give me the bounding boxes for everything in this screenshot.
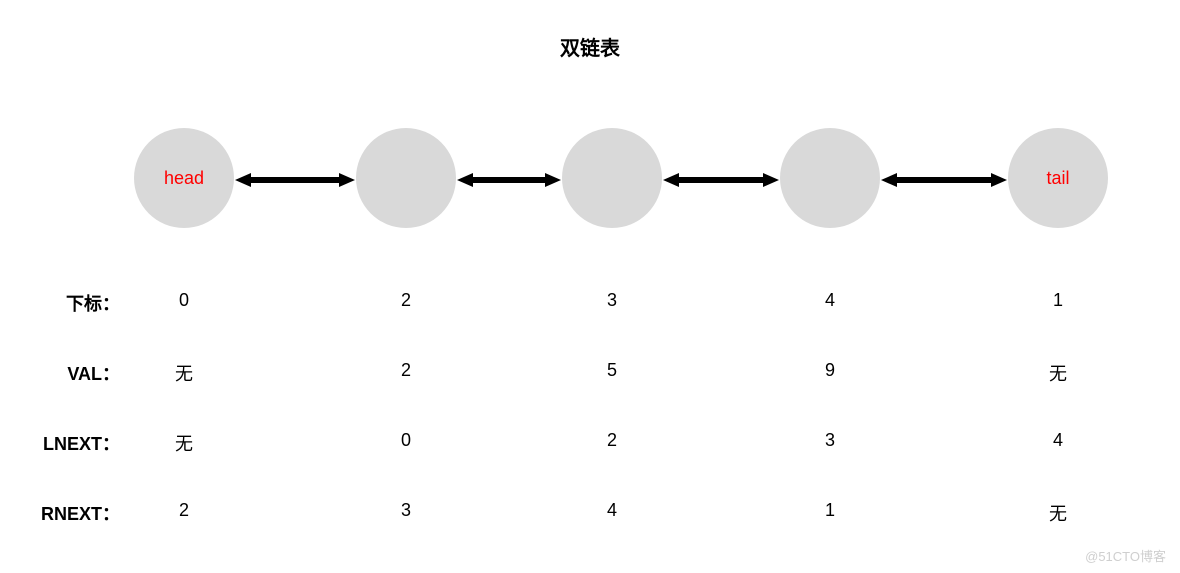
diagram-title: 双链表 <box>0 32 1180 61</box>
node-3 <box>780 128 880 228</box>
row-val-cell-1: 2 <box>356 360 456 381</box>
row-index-cell-3: 4 <box>780 290 880 311</box>
row-index: 下标： 0 2 3 4 1 <box>0 290 1180 320</box>
row-rnext-cell-2: 4 <box>562 500 662 521</box>
edge-n2-n3 <box>663 172 779 184</box>
edge-n3-tail <box>881 172 1007 184</box>
linked-list-diagram: head tail <box>0 118 1180 238</box>
node-tail-label: tail <box>1046 168 1069 189</box>
node-tail: tail <box>1008 128 1108 228</box>
row-lnext-cell-2: 2 <box>562 430 662 451</box>
row-rnext: RNEXT： 2 3 4 1 无 <box>0 500 1180 530</box>
row-val-cell-2: 5 <box>562 360 662 381</box>
row-rnext-cell-3: 1 <box>780 500 880 521</box>
row-index-cell-0: 0 <box>134 290 234 311</box>
row-index-cell-4: 1 <box>1008 290 1108 311</box>
row-val-label: VAL： <box>0 360 120 386</box>
row-lnext-cell-0: 无 <box>134 430 234 456</box>
node-1 <box>356 128 456 228</box>
row-lnext: LNEXT： 无 0 2 3 4 <box>0 430 1180 460</box>
node-head-label: head <box>164 168 204 189</box>
node-2 <box>562 128 662 228</box>
node-head: head <box>134 128 234 228</box>
edge-n1-n2 <box>457 172 561 184</box>
row-index-cell-2: 3 <box>562 290 662 311</box>
row-val: VAL： 无 2 5 9 无 <box>0 360 1180 390</box>
edge-head-n1 <box>235 172 355 184</box>
row-rnext-cell-0: 2 <box>134 500 234 521</box>
watermark: @51CTO博客 <box>1085 546 1166 565</box>
row-lnext-cell-3: 3 <box>780 430 880 451</box>
row-index-cell-1: 2 <box>356 290 456 311</box>
row-lnext-label: LNEXT： <box>0 430 120 456</box>
row-index-label: 下标： <box>0 290 120 316</box>
row-rnext-cell-1: 3 <box>356 500 456 521</box>
row-rnext-cell-4: 无 <box>1008 500 1108 526</box>
row-rnext-label: RNEXT： <box>0 500 120 526</box>
row-lnext-cell-4: 4 <box>1008 430 1108 451</box>
row-val-cell-0: 无 <box>134 360 234 386</box>
row-val-cell-4: 无 <box>1008 360 1108 386</box>
row-lnext-cell-1: 0 <box>356 430 456 451</box>
row-val-cell-3: 9 <box>780 360 880 381</box>
